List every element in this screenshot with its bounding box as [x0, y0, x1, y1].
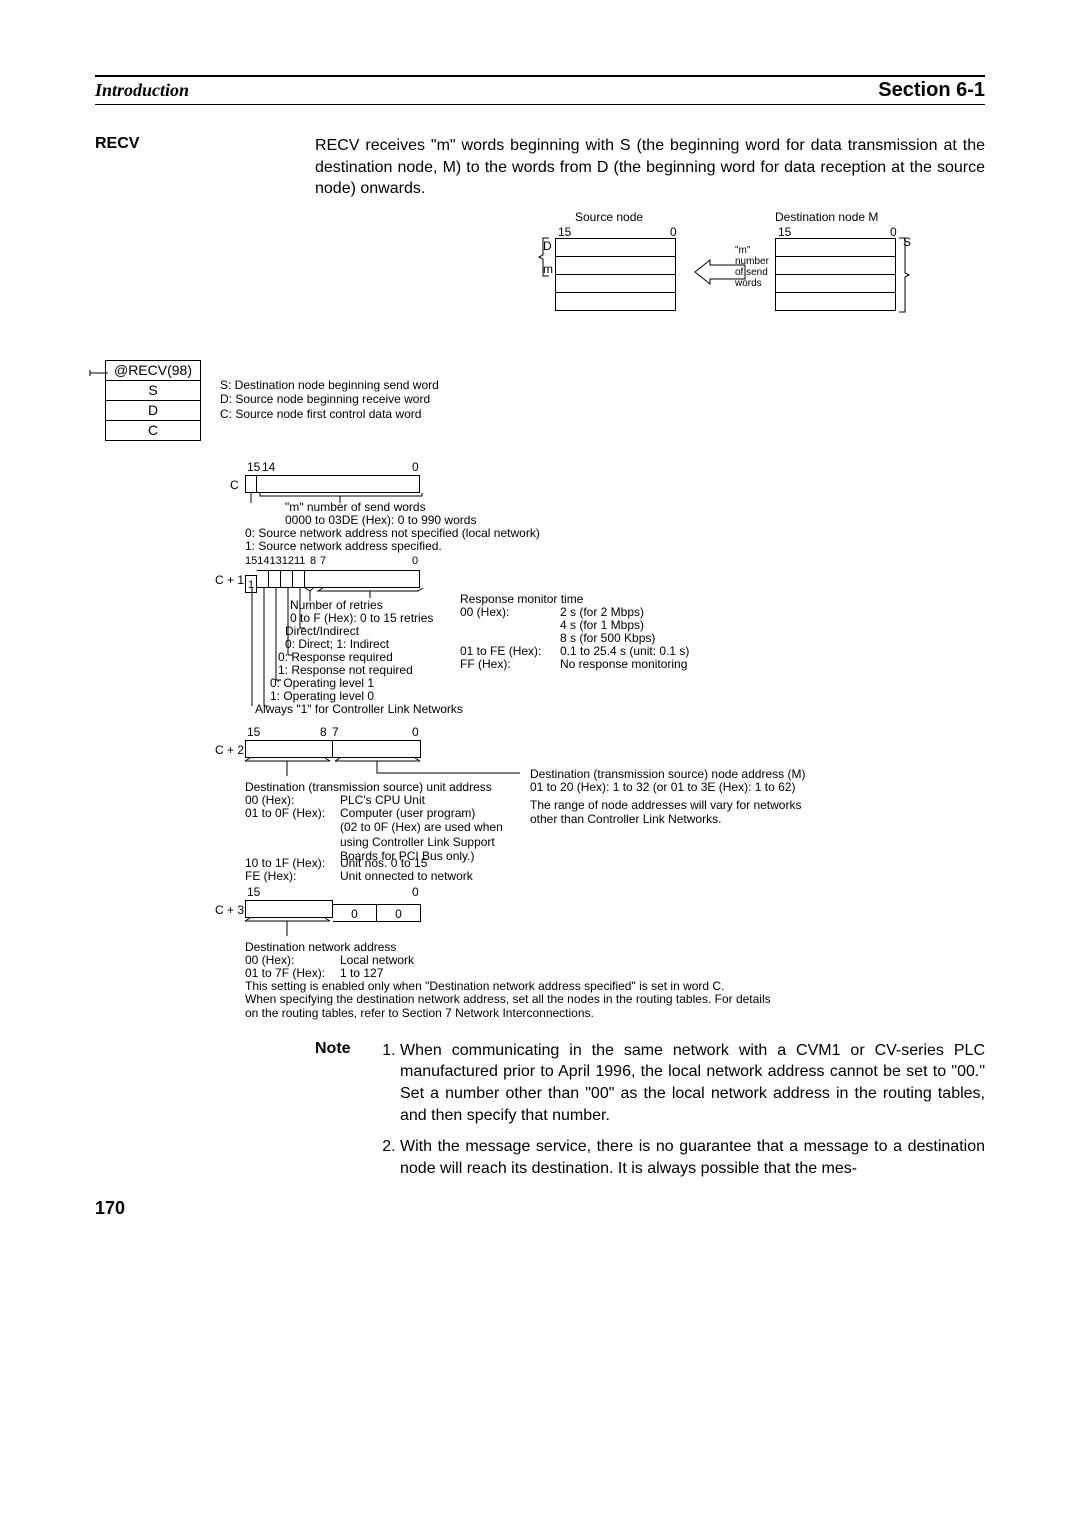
section-title: RECV	[95, 135, 315, 153]
dest-node-label: Destination node M	[775, 210, 878, 224]
page: Introduction Section 6-1 RECV RECV recei…	[0, 0, 1080, 1239]
bits-15-src: 15	[558, 225, 571, 239]
c2-bit15: 15	[247, 725, 260, 739]
c2-u01v: Computer (user program) (02 to 0F (Hex) …	[340, 806, 520, 864]
c2-bit7: 7	[332, 725, 339, 739]
c-word-diagram: C 15 14 0 "m" number of send words 0000 …	[230, 460, 985, 550]
c1-bits-left: 1514131211	[245, 555, 305, 568]
note-section: Note When communicating in the same netw…	[315, 1040, 985, 1190]
source-word-table	[555, 238, 676, 311]
c-bit15: 15	[247, 460, 260, 474]
c1-always1: Always "1" for Controller Link Networks	[255, 702, 463, 716]
c1-rffv: No response monitoring	[560, 657, 687, 671]
c2-node-note: The range of node addresses will vary fo…	[530, 798, 820, 827]
c1-bit7: 7	[320, 555, 326, 568]
c2-word-diagram: C + 2 15 8 7 0 Destination (transmission…	[230, 725, 985, 885]
instruction-table: @RECV(98) S D C	[105, 360, 201, 441]
c1-r00: 00 (Hex):	[460, 605, 509, 619]
c2-label: C + 2	[215, 743, 244, 757]
c1-word-diagram: C + 1 1514131211 8 7 0 1 Number of retri…	[230, 555, 985, 710]
c2-ufe: FE (Hex):	[245, 869, 296, 883]
instruction-desc: S: Destination node beginning send word …	[220, 378, 439, 421]
dest-word-table	[775, 238, 896, 311]
bracket-src-icon	[533, 238, 553, 276]
page-number: 170	[95, 1198, 125, 1219]
bits-0-src: 0	[670, 225, 677, 239]
c-label: C	[230, 478, 239, 492]
arrow-icon	[690, 260, 760, 290]
c3-bit15: 15	[247, 885, 260, 899]
header-left: Introduction	[95, 80, 189, 101]
c2-ufev: Unit onnected to network	[340, 869, 473, 883]
c2-bit0: 0	[412, 725, 419, 739]
section-description: RECV receives "m" words beginning with S…	[315, 135, 985, 200]
c2-bit8: 8	[320, 725, 327, 739]
node-diagram: Source node Destination node M 15 0 D m …	[315, 210, 985, 330]
operand-d: D	[106, 400, 201, 420]
note-item-2: With the message service, there is no gu…	[400, 1136, 985, 1179]
operand-c: C	[106, 420, 201, 440]
source-node-label: Source node	[575, 210, 643, 224]
header-row: Introduction Section 6-1	[95, 75, 985, 105]
c2-u01: 01 to 0F (Hex):	[245, 806, 325, 820]
c1-bit0: 0	[412, 555, 418, 568]
header-right: Section 6-1	[878, 79, 985, 102]
desc-s: S: Destination node beginning send word	[220, 378, 439, 392]
bits-15-dst: 15	[778, 225, 791, 239]
c2-node-range: 01 to 20 (Hex): 1 to 32 (or 01 to 3E (He…	[530, 780, 795, 794]
c3-label: C + 3	[215, 903, 244, 917]
opcode: @RECV(98)	[106, 360, 201, 380]
c3-bit0: 0	[412, 885, 419, 899]
c1-bit8: 8	[310, 555, 316, 568]
c1-rff: FF (Hex):	[460, 657, 511, 671]
bits-0-dst: 0	[890, 225, 897, 239]
instruction-block: @RECV(98) S D C S: Destination node begi…	[95, 360, 985, 440]
note-label: Note	[315, 1040, 375, 1058]
c1-label: C + 1	[215, 573, 244, 587]
c-b15-1: 1: Source network address specified.	[245, 539, 442, 553]
intro-row: RECV RECV receives "m" words beginning w…	[95, 135, 985, 200]
bracket-icon	[897, 238, 917, 313]
operand-s: S	[106, 380, 201, 400]
note-list: When communicating in the same network w…	[375, 1040, 985, 1190]
c3-word-diagram: C + 3 15 0 00 Destination network addres…	[230, 885, 985, 1015]
c-bit0: 0	[412, 460, 419, 474]
c3-note2: When specifying the destination network …	[245, 992, 775, 1021]
note-item-1: When communicating in the same network w…	[400, 1040, 985, 1126]
c-bit14: 14	[262, 460, 275, 474]
desc-c: C: Source node first control data word	[220, 407, 439, 421]
desc-d: D: Source node beginning receive word	[220, 392, 439, 406]
